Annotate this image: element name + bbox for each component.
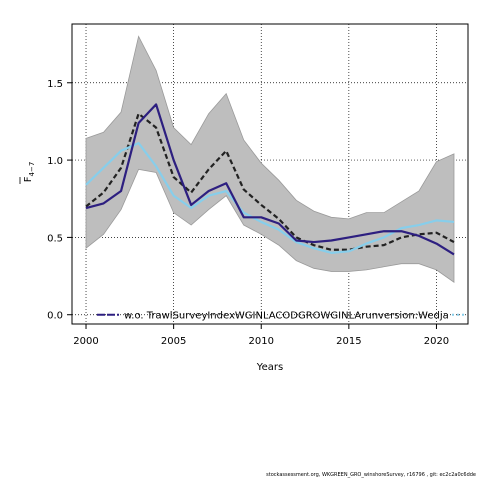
x-tick-label: 2020 bbox=[424, 336, 449, 347]
footer-credit: stockassessment.org, WKGREEN_GRO_winshor… bbox=[266, 472, 476, 478]
y-tick-label: 0.0 bbox=[47, 311, 63, 322]
x-axis-title: Years bbox=[256, 362, 283, 373]
x-tick-label: 2005 bbox=[161, 336, 186, 347]
y-axis-title-sub: 4−7 bbox=[28, 162, 36, 177]
y-tick-label: 0.5 bbox=[47, 233, 63, 244]
x-tick-label: 2000 bbox=[73, 336, 98, 347]
x-tick-label: 2010 bbox=[249, 336, 274, 347]
series-lines bbox=[85, 103, 455, 256]
y-tick-label: 1.0 bbox=[47, 156, 63, 167]
legend: w.o. TrawlSurveyIndexWGINLACODGROWGINLAr… bbox=[97, 311, 466, 322]
series-line-0 bbox=[85, 112, 455, 251]
plot-frame bbox=[71, 23, 469, 325]
y-axis-title-main: F bbox=[23, 176, 34, 182]
series-line-1 bbox=[85, 141, 455, 254]
series-line-2 bbox=[85, 103, 455, 256]
confidence-band bbox=[85, 35, 455, 284]
y-tick-label: 1.5 bbox=[47, 79, 63, 90]
svg-text:F4−7: F4−7 bbox=[23, 162, 36, 183]
axes: 2000 2005 2010 2015 2020 0.0 0.5 1.0 1.5 bbox=[47, 79, 449, 347]
y-axis-title: F4−7 bbox=[19, 162, 36, 184]
confidence-band-area bbox=[85, 35, 455, 284]
x-tick-label: 2015 bbox=[336, 336, 361, 347]
legend-label: w.o. TrawlSurveyIndexWGINLACODGROWGINLAr… bbox=[124, 311, 449, 322]
